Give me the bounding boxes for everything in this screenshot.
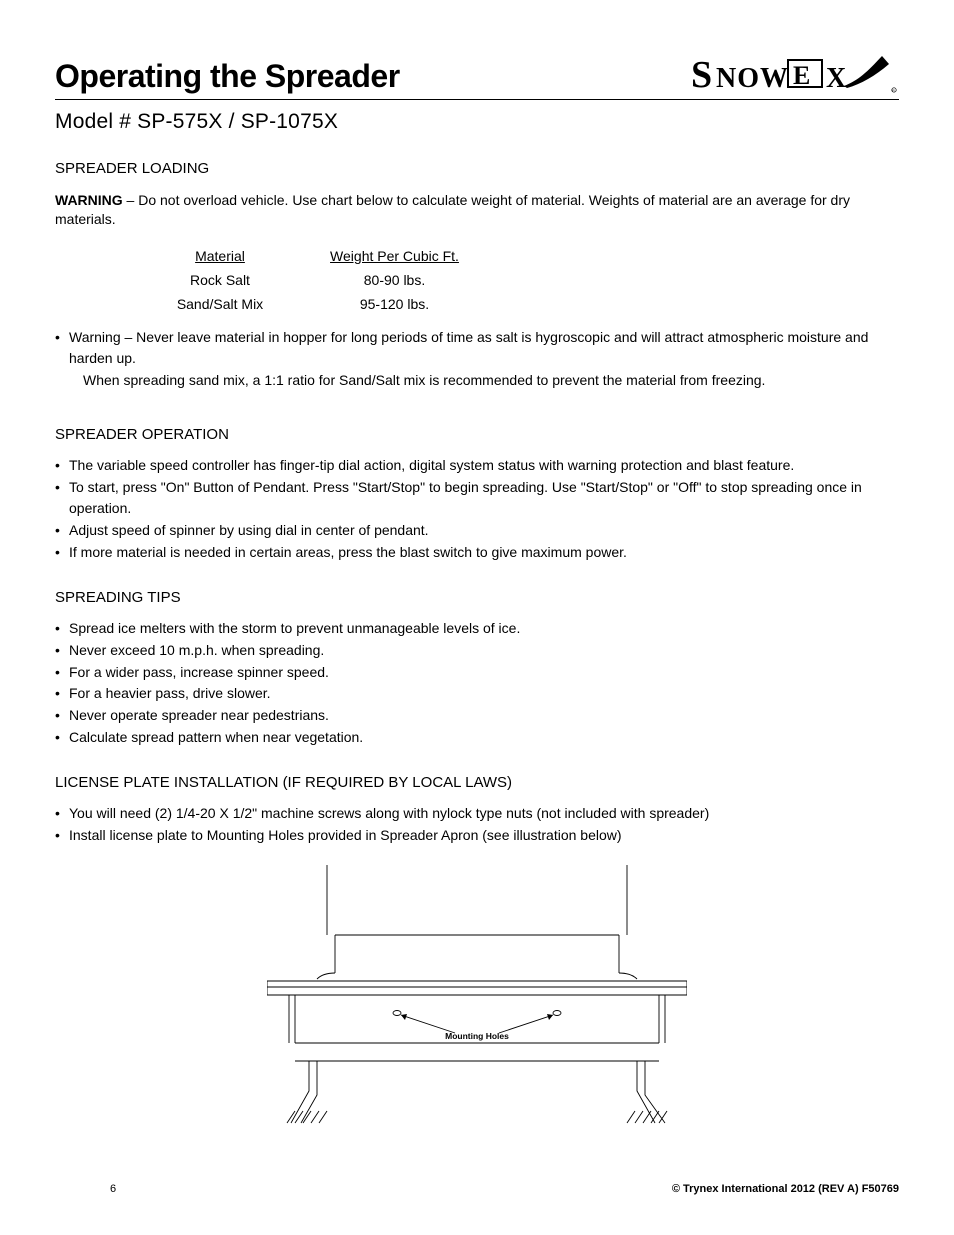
warn-label: WARNING bbox=[55, 192, 123, 208]
list-item: For a wider pass, increase spinner speed… bbox=[55, 662, 899, 684]
section-head-tips: SPREADING TIPS bbox=[55, 589, 899, 606]
list-item: If more material is needed in certain ar… bbox=[55, 542, 899, 564]
apron-diagram: Mounting Holes bbox=[55, 865, 899, 1135]
list-item: Adjust speed of spinner by using dial in… bbox=[55, 520, 899, 542]
list-item: Calculate spread pattern when near veget… bbox=[55, 727, 899, 749]
table-row: Rock Salt 80-90 lbs. bbox=[135, 269, 482, 291]
list-item: Warning – Never leave material in hopper… bbox=[55, 327, 899, 392]
list-item: Spread ice melters with the storm to pre… bbox=[55, 618, 899, 640]
table-cell: 95-120 lbs. bbox=[307, 293, 482, 315]
table-head-weight: Weight Per Cubic Ft. bbox=[307, 245, 482, 267]
table-cell: Sand/Salt Mix bbox=[135, 293, 305, 315]
note-line2: When spreading sand mix, a 1:1 ratio for… bbox=[83, 370, 899, 392]
list-item: The variable speed controller has finger… bbox=[55, 455, 899, 477]
logo-swoosh bbox=[844, 56, 889, 88]
list-item: To start, press "On" Button of Pendant. … bbox=[55, 477, 899, 520]
license-list: You will need (2) 1/4-20 X 1/2" machine … bbox=[55, 803, 899, 846]
logo-e: E bbox=[793, 61, 810, 90]
loading-warning: WARNING – Do not overload vehicle. Use c… bbox=[55, 191, 899, 229]
diagram-label: Mounting Holes bbox=[445, 1031, 509, 1041]
logo-x: X bbox=[826, 63, 846, 94]
list-item: You will need (2) 1/4-20 X 1/2" machine … bbox=[55, 803, 899, 825]
warn-text: – Do not overload vehicle. Use chart bel… bbox=[55, 192, 850, 227]
logo-s: S bbox=[691, 54, 712, 95]
page-footer: 6 © Trynex International 2012 (REV A) F5… bbox=[55, 1183, 899, 1195]
list-item: For a heavier pass, drive slower. bbox=[55, 683, 899, 705]
section-head-loading: SPREADER LOADING bbox=[55, 160, 899, 177]
brand-logo: S NOW E X R bbox=[689, 50, 899, 95]
tips-list: Spread ice melters with the storm to pre… bbox=[55, 618, 899, 748]
model-line: Model # SP-575X / SP-1075X bbox=[55, 110, 899, 134]
section-head-license: LICENSE PLATE INSTALLATION (IF REQUIRED … bbox=[55, 774, 899, 791]
table-cell: 80-90 lbs. bbox=[307, 269, 482, 291]
list-item: Install license plate to Mounting Holes … bbox=[55, 825, 899, 847]
table-cell: Rock Salt bbox=[135, 269, 305, 291]
logo-now: NOW bbox=[716, 63, 789, 94]
list-item: Never exceed 10 m.p.h. when spreading. bbox=[55, 640, 899, 662]
document-page: Operating the Spreader S NOW E X R Model… bbox=[0, 0, 954, 1235]
table-head-material: Material bbox=[135, 245, 305, 267]
list-item: Never operate spreader near pedestrians. bbox=[55, 705, 899, 727]
footer-copyright: © Trynex International 2012 (REV A) F507… bbox=[672, 1183, 899, 1195]
material-table: Material Weight Per Cubic Ft. Rock Salt … bbox=[133, 243, 484, 317]
page-number: 6 bbox=[55, 1183, 116, 1195]
loading-notes: Warning – Never leave material in hopper… bbox=[55, 327, 899, 392]
note-line1: Warning – Never leave material in hopper… bbox=[69, 329, 868, 367]
header-row: Operating the Spreader S NOW E X R bbox=[55, 50, 899, 100]
section-head-operation: SPREADER OPERATION bbox=[55, 426, 899, 443]
table-row: Sand/Salt Mix 95-120 lbs. bbox=[135, 293, 482, 315]
page-title: Operating the Spreader bbox=[55, 58, 400, 95]
operation-list: The variable speed controller has finger… bbox=[55, 455, 899, 563]
